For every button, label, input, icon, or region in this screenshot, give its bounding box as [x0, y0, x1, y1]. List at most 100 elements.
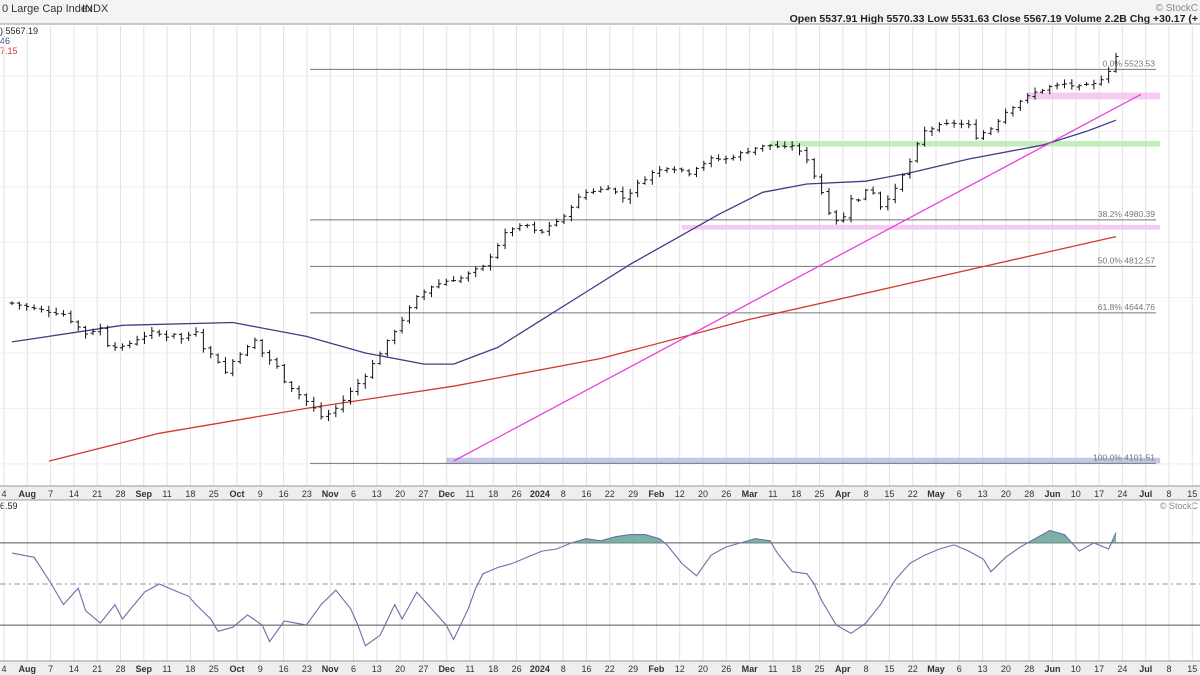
rsi-x-tick-label: Aug	[19, 664, 37, 674]
rsi-x-tick-label: 8	[561, 664, 566, 674]
rsi-x-tick-label: 6	[351, 664, 356, 674]
main-x-tick-label: 2024	[530, 489, 550, 499]
main-x-tick-label: 8	[1166, 489, 1171, 499]
rsi-x-tick-label: 25	[209, 664, 219, 674]
main-x-tick-label: 12	[675, 489, 685, 499]
main-x-tick-label: 18	[791, 489, 801, 499]
rsi-x-tick-label: 28	[115, 664, 125, 674]
rsi-x-tick-label: 18	[791, 664, 801, 674]
main-x-tick-label: 7	[48, 489, 53, 499]
main-x-tick-label: 11	[162, 489, 171, 499]
main-x-tick-label: 11	[768, 489, 777, 499]
rsi-x-tick-label: 16	[279, 664, 289, 674]
rsi-brand-watermark: © StockC	[1160, 501, 1199, 511]
rsi-grid	[3, 500, 1193, 661]
rsi-x-tick-label: 18	[185, 664, 195, 674]
main-x-tick-label: 25	[209, 489, 219, 499]
main-x-tick-label: 22	[605, 489, 615, 499]
main-x-tick-label: 10	[1071, 489, 1081, 499]
main-x-tick-label: 8	[864, 489, 869, 499]
main-x-tick-labels: 4 Aug 7 14 21 28 Sep 11 18 25 Oct 9 16 23 Nov 6 13 20 27 De…	[1, 489, 1197, 499]
main-x-tick-label: Dec	[438, 489, 455, 499]
main-x-tick-label: 15	[884, 489, 894, 499]
main-x-tick-label: 22	[908, 489, 918, 499]
rsi-x-tick-label: 15	[884, 664, 894, 674]
rsi-x-tick-label: 6	[957, 664, 962, 674]
rsi-x-tick-label: 7	[48, 664, 53, 674]
rsi-x-tick-label: Apr	[835, 664, 851, 674]
main-x-tick-label: 11	[465, 489, 474, 499]
fib-label: 61.8% 4644.76	[1098, 302, 1155, 312]
main-x-tick-label: 13	[978, 489, 988, 499]
fib-label: 100.0% 4101.51	[1093, 452, 1155, 462]
main-x-tick-label: 13	[372, 489, 382, 499]
main-x-tick-label: 29	[628, 489, 638, 499]
rsi-x-tick-label: 17	[1094, 664, 1104, 674]
support-zone-green	[770, 141, 1161, 147]
rsi-x-tick-label: 22	[908, 664, 918, 674]
main-x-tick-label: 16	[279, 489, 289, 499]
rsi-x-tick-label: May	[927, 664, 945, 674]
rsi-x-tick-label: 2024	[530, 664, 550, 674]
rsi-x-tick-label: 27	[418, 664, 428, 674]
rsi-x-tick-label: 14	[69, 664, 79, 674]
rsi-x-tick-label: Oct	[229, 664, 244, 674]
main-x-tick-label: Nov	[322, 489, 339, 499]
main-x-tick-label: 28	[115, 489, 125, 499]
main-x-tick-label: Feb	[648, 489, 665, 499]
main-x-tick-label: 14	[69, 489, 79, 499]
support-zone-blue	[446, 457, 1161, 464]
rsi-x-tick-label: 20	[1001, 664, 1011, 674]
rsi-x-tick-label: 4	[1, 664, 6, 674]
rsi-x-tick-label: Dec	[438, 664, 455, 674]
rsi-overbought-fill	[573, 534, 664, 543]
main-x-tick-label: 28	[1024, 489, 1034, 499]
rsi-x-tick-label: Sep	[136, 664, 153, 674]
main-x-tick-label: 18	[185, 489, 195, 499]
main-x-tick-label: Apr	[835, 489, 851, 499]
main-x-tick-label: 20	[395, 489, 405, 499]
main-x-tick-label: Sep	[136, 489, 153, 499]
main-x-tick-label: 20	[698, 489, 708, 499]
rsi-line	[11, 529, 1117, 647]
chart-header-bar	[0, 0, 1200, 24]
main-x-tick-label: 21	[92, 489, 102, 499]
support-zone-pink	[1027, 92, 1161, 100]
support-zone-pink	[681, 224, 1161, 230]
rsi-x-tick-label: 26	[721, 664, 731, 674]
rsi-x-tick-label: 9	[258, 664, 263, 674]
rsi-x-tick-label: 22	[605, 664, 615, 674]
rsi-indicator	[0, 529, 1200, 647]
main-x-tick-label: 20	[1001, 489, 1011, 499]
rsi-x-tick-label: 18	[488, 664, 498, 674]
rsi-x-tick-label: 26	[512, 664, 522, 674]
rsi-x-tick-label: 20	[698, 664, 708, 674]
rsi-x-tick-label: 25	[814, 664, 824, 674]
fib-label: 38.2% 4980.39	[1098, 209, 1155, 219]
main-x-tick-label: 27	[418, 489, 428, 499]
ohlc-readout: Open 5537.91 High 5570.33 Low 5531.63 Cl…	[790, 13, 1198, 25]
support-zones	[446, 92, 1161, 464]
fib-label: 0.0% 5523.53	[1103, 58, 1156, 68]
rsi-x-tick-label: 16	[581, 664, 591, 674]
rsi-x-tick-label: 8	[1166, 664, 1171, 674]
trendline	[453, 93, 1142, 462]
main-x-tick-label: 15	[1187, 489, 1197, 499]
main-x-tick-label: May	[927, 489, 945, 499]
main-x-tick-label: Oct	[229, 489, 244, 499]
rsi-x-tick-label: 8	[864, 664, 869, 674]
main-x-tick-label: 26	[721, 489, 731, 499]
rsi-x-tick-label: 23	[302, 664, 312, 674]
rsi-x-axis-band	[0, 661, 1200, 675]
legend-last-price: ) 5567.19	[0, 26, 38, 36]
rsi-x-tick-label: Jun	[1044, 664, 1060, 674]
main-x-tick-label: 6	[351, 489, 356, 499]
rsi-x-tick-labels: 4 Aug 7 14 21 28 Sep 11 18 25 Oct 9 16 23 Nov 6 13 20 27 De…	[1, 664, 1197, 674]
rsi-x-tick-label: 11	[465, 664, 474, 674]
rsi-x-tick-label: 29	[628, 664, 638, 674]
rsi-x-tick-label: Mar	[742, 664, 759, 674]
rsi-x-tick-label: 28	[1024, 664, 1034, 674]
rsi-x-tick-label: 15	[1187, 664, 1197, 674]
main-x-tick-label: 23	[302, 489, 312, 499]
